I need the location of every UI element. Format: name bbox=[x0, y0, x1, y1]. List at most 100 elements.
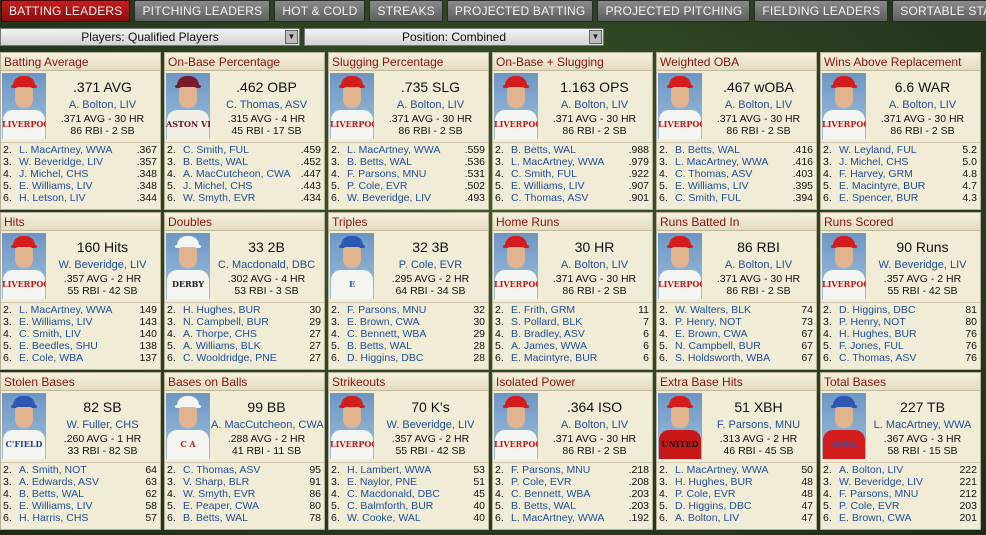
rank-player-link[interactable]: H. Hughes, BUR bbox=[675, 476, 753, 488]
leader-card[interactable]: LIVERPOOL 86 RBI A. Bolton, LIV .371 AVG - … bbox=[657, 231, 816, 302]
rank-row[interactable]: 3. B. Betts, WAL .536 bbox=[329, 156, 488, 168]
rank-row[interactable]: 2. A. Bolton, LIV 222 bbox=[821, 464, 980, 476]
panel-title[interactable]: Wins Above Replacement bbox=[821, 53, 980, 71]
rank-row[interactable]: 6. C. Smith, FUL .394 bbox=[657, 192, 816, 204]
rank-player-link[interactable]: N. Campbell, BUR bbox=[675, 340, 761, 352]
rank-row[interactable]: 4. C. Smith, LIV 140 bbox=[1, 328, 160, 340]
rank-player-link[interactable]: E. Brown, CWA bbox=[675, 328, 748, 340]
rank-player-link[interactable]: C. Thomas, ASV bbox=[839, 352, 917, 364]
rank-row[interactable]: 5. P. Cole, EVR .502 bbox=[329, 180, 488, 192]
rank-player-link[interactable]: J. Michel, CHS bbox=[183, 180, 253, 192]
rank-row[interactable]: 5. E. Williams, LIV .907 bbox=[493, 180, 652, 192]
rank-row[interactable]: 5. E. Williams, LIV .348 bbox=[1, 180, 160, 192]
leader-name-link[interactable]: A. Bolton, LIV bbox=[560, 99, 629, 111]
player-photo[interactable]: LIVERPOOL bbox=[658, 73, 702, 139]
player-photo[interactable]: ASTON VILLA bbox=[166, 73, 210, 139]
rank-row[interactable]: 5. A. James, WWA 6 bbox=[493, 340, 652, 352]
rank-row[interactable]: 6. E. Brown, CWA 201 bbox=[821, 512, 980, 524]
rank-player-link[interactable]: A. MacCutcheon, CWA bbox=[183, 168, 291, 180]
rank-row[interactable]: 5. E. Williams, LIV .395 bbox=[657, 180, 816, 192]
rank-row[interactable]: 6. C. Thomas, ASV 76 bbox=[821, 352, 980, 364]
rank-player-link[interactable]: E. Brown, CWA bbox=[347, 316, 420, 328]
leader-card[interactable]: LIVERPOOL 1.163 OPS A. Bolton, LIV .371 AVG… bbox=[493, 71, 652, 142]
rank-player-link[interactable]: B. Betts, WAL bbox=[19, 488, 84, 500]
rank-row[interactable]: 3. E. Naylor, PNE 51 bbox=[329, 476, 488, 488]
rank-player-link[interactable]: C. Thomas, ASV bbox=[675, 168, 753, 180]
rank-row[interactable]: 4. C. Bennett, WBA 29 bbox=[329, 328, 488, 340]
rank-player-link[interactable]: W. Beveridge, LIV bbox=[839, 476, 924, 488]
rank-player-link[interactable]: P. Henry, NOT bbox=[839, 316, 906, 328]
rank-player-link[interactable]: E. Williams, LIV bbox=[19, 316, 93, 328]
rank-player-link[interactable]: L. MacArtney, WWA bbox=[19, 144, 113, 156]
player-photo[interactable]: E bbox=[330, 233, 374, 299]
rank-player-link[interactable]: W. Beveridge, LIV bbox=[19, 156, 104, 168]
panel-title[interactable]: Triples bbox=[329, 213, 488, 231]
tab-pitching-leaders[interactable]: PITCHING LEADERS bbox=[134, 0, 271, 22]
rank-row[interactable]: 5. N. Campbell, BUR 67 bbox=[657, 340, 816, 352]
leader-name-link[interactable]: C. Thomas, ASV bbox=[225, 99, 308, 111]
rank-row[interactable]: 4. C. Smith, FUL .922 bbox=[493, 168, 652, 180]
rank-player-link[interactable]: C. Smith, FUL bbox=[511, 168, 577, 180]
panel-title[interactable]: Extra Base Hits bbox=[657, 373, 816, 391]
rank-row[interactable]: 4. H. Hughes, BUR 76 bbox=[821, 328, 980, 340]
rank-player-link[interactable]: L. MacArtney, WWA bbox=[347, 144, 441, 156]
panel-title[interactable]: Batting Average bbox=[1, 53, 160, 71]
rank-player-link[interactable]: C. Smith, FUL bbox=[183, 144, 249, 156]
panel-title[interactable]: Bases on Balls bbox=[165, 373, 324, 391]
rank-row[interactable]: 4. C. Thomas, ASV .403 bbox=[657, 168, 816, 180]
leader-name-link[interactable]: W. Fuller, CHS bbox=[66, 419, 139, 431]
rank-player-link[interactable]: B. Betts, WAL bbox=[347, 156, 412, 168]
rank-row[interactable]: 2. L. MacArtney, WWA 149 bbox=[1, 304, 160, 316]
player-photo[interactable]: LIVERPOOL bbox=[822, 73, 866, 139]
panel-title[interactable]: Total Bases bbox=[821, 373, 980, 391]
leader-card[interactable]: LIVERPOOL 90 Runs W. Beveridge, LIV .357 AV… bbox=[821, 231, 980, 302]
player-photo[interactable]: LIVERPOOL bbox=[494, 233, 538, 299]
rank-row[interactable]: 6. S. Holdsworth, WBA 67 bbox=[657, 352, 816, 364]
rank-row[interactable]: 6. A. Bolton, LIV 47 bbox=[657, 512, 816, 524]
rank-row[interactable]: 6. D. Higgins, DBC 28 bbox=[329, 352, 488, 364]
player-photo[interactable]: LIVERPOOL bbox=[2, 233, 46, 299]
leader-name-link[interactable]: A. Bolton, LIV bbox=[68, 99, 137, 111]
rank-player-link[interactable]: E. Naylor, PNE bbox=[347, 476, 418, 488]
panel-title[interactable]: Home Runs bbox=[493, 213, 652, 231]
rank-player-link[interactable]: V. Sharp, BLR bbox=[183, 476, 250, 488]
rank-player-link[interactable]: C. Bennett, WBA bbox=[511, 488, 591, 500]
rank-player-link[interactable]: B. Betts, WAL bbox=[347, 340, 412, 352]
rank-row[interactable]: 4. B. Bradley, ASV 6 bbox=[493, 328, 652, 340]
rank-player-link[interactable]: F. Parsons, MNU bbox=[839, 488, 919, 500]
player-photo[interactable]: LIVERPOOL bbox=[658, 233, 702, 299]
rank-row[interactable]: 3. V. Sharp, BLR 91 bbox=[165, 476, 324, 488]
panel-title[interactable]: Runs Scored bbox=[821, 213, 980, 231]
leader-card[interactable]: LIVERPOOL .371 AVG A. Bolton, LIV .371 AVG … bbox=[1, 71, 160, 142]
rank-player-link[interactable]: W. Beveridge, LIV bbox=[347, 192, 432, 204]
rank-player-link[interactable]: E. Brown, CWA bbox=[839, 512, 912, 524]
rank-row[interactable]: 4. A. Thorpe, CHS 27 bbox=[165, 328, 324, 340]
rank-player-link[interactable]: B. Betts, WAL bbox=[183, 512, 248, 524]
rank-player-link[interactable]: B. Bradley, ASV bbox=[511, 328, 585, 340]
leader-name-link[interactable]: L. MacArtney, WWA bbox=[873, 419, 972, 431]
rank-player-link[interactable]: A. James, WWA bbox=[511, 340, 588, 352]
rank-row[interactable]: 2. H. Lambert, WWA 53 bbox=[329, 464, 488, 476]
panel-title[interactable]: Weighted OBA bbox=[657, 53, 816, 71]
rank-player-link[interactable]: H. Lambert, WWA bbox=[347, 464, 432, 476]
rank-player-link[interactable]: F. Parsons, MNU bbox=[511, 464, 591, 476]
player-photo[interactable]: LIVERPOOL bbox=[494, 73, 538, 139]
rank-player-link[interactable]: C. Smith, FUL bbox=[675, 192, 741, 204]
rank-player-link[interactable]: S. Holdsworth, WBA bbox=[675, 352, 771, 364]
rank-player-link[interactable]: C. Thomas, ASV bbox=[511, 192, 589, 204]
rank-row[interactable]: 3. E. Williams, LIV 143 bbox=[1, 316, 160, 328]
leader-name-link[interactable]: A. MacCutcheon, CWA bbox=[211, 419, 324, 431]
panel-title[interactable]: Isolated Power bbox=[493, 373, 652, 391]
rank-row[interactable]: 2. C. Thomas, ASV 95 bbox=[165, 464, 324, 476]
player-photo[interactable]: C A bbox=[166, 393, 210, 459]
rank-row[interactable]: 3. H. Hughes, BUR 48 bbox=[657, 476, 816, 488]
rank-row[interactable]: 2. L. MacArtney, WWA 50 bbox=[657, 464, 816, 476]
rank-row[interactable]: 3. W. Beveridge, LIV .357 bbox=[1, 156, 160, 168]
rank-player-link[interactable]: F. Harvey, GRM bbox=[839, 168, 913, 180]
rank-player-link[interactable]: A. Bolton, LIV bbox=[839, 464, 904, 476]
rank-player-link[interactable]: E. Williams, LIV bbox=[675, 180, 749, 192]
leader-name-link[interactable]: A. Bolton, LIV bbox=[724, 259, 793, 271]
rank-player-link[interactable]: A. Smith, NOT bbox=[19, 464, 87, 476]
rank-row[interactable]: 5. J. Michel, CHS .443 bbox=[165, 180, 324, 192]
rank-player-link[interactable]: J. Michel, CHS bbox=[19, 168, 89, 180]
